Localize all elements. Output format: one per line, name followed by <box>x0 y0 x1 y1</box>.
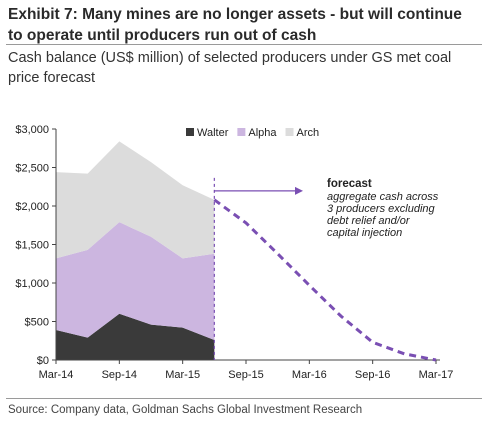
forecast-note-line: aggregate cash across <box>327 191 439 203</box>
chart-subtitle: Cash balance (US$ million) of selected p… <box>8 50 452 86</box>
legend-label-alpha: Alpha <box>248 127 277 139</box>
forecast-note-line: debt relief and/or <box>327 215 411 227</box>
series-area-walter <box>56 313 215 360</box>
y-tick-label: $2,000 <box>15 201 49 213</box>
y-tick-label: $0 <box>37 355 49 367</box>
legend-swatch-arch <box>285 128 294 136</box>
x-tick-label: Sep-14 <box>102 369 137 381</box>
x-tick-label: Mar-17 <box>419 369 454 381</box>
y-tick-label: $1,000 <box>15 278 49 290</box>
x-tick-label: Sep-16 <box>355 369 390 381</box>
forecast-label: forecast <box>327 178 372 190</box>
forecast-note-line: capital injection <box>327 227 402 239</box>
source-divider <box>6 398 482 399</box>
series-area-alpha <box>56 222 215 340</box>
y-tick-label: $2,500 <box>15 163 49 175</box>
x-tick-label: Mar-14 <box>39 369 74 381</box>
legend-label-arch: Arch <box>297 127 320 139</box>
y-tick-label: $3,000 <box>15 124 49 136</box>
cash-balance-chart: $0 $500 $1,000 $1,500 $2,000 $2,500 $3,000 Mar-… <box>15 124 454 381</box>
x-tick-label: Mar-15 <box>165 369 200 381</box>
legend-label-walter: Walter <box>197 127 229 139</box>
y-tick-label: $1,500 <box>15 240 49 252</box>
title-divider <box>6 44 482 45</box>
legend-swatch-walter <box>186 128 194 136</box>
page-title: Exhibit 7: Many mines are no longer asse… <box>8 6 462 44</box>
forecast-line <box>213 198 437 362</box>
series-area-arch <box>56 141 215 259</box>
legend-swatch-alpha <box>237 128 246 136</box>
x-tick-label: Sep-15 <box>228 369 263 381</box>
x-tick-label: Mar-16 <box>292 369 327 381</box>
source-note: Source: Company data, Goldman Sachs Glob… <box>8 404 363 416</box>
forecast-note-line: 3 producers excluding <box>327 203 436 215</box>
forecast-arrow-head <box>295 186 303 195</box>
y-tick-label: $500 <box>25 317 49 329</box>
